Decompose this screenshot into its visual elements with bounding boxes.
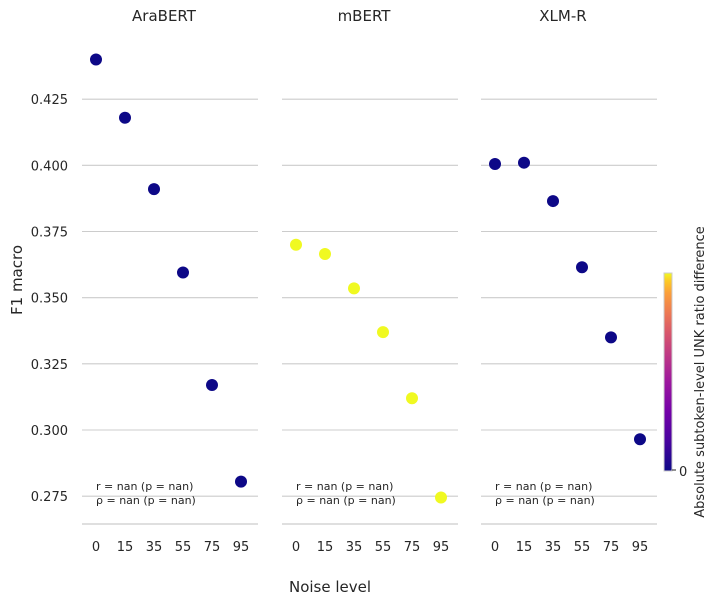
data-point (119, 111, 131, 124)
colorbar-gradient (663, 272, 673, 472)
y-tick-label: 0.300 (31, 424, 68, 439)
data-point (377, 326, 389, 339)
data-point (406, 392, 418, 405)
data-point (90, 53, 102, 66)
data-point (348, 282, 360, 295)
colorbar: 0 Absolute subtoken-level UNK ratio diff… (663, 226, 708, 518)
x-tick-label: 15 (317, 540, 334, 555)
panel-xlm-r: XLM-R 0 15 35 55 75 95 r = nan (p = nan)ρ = nan… (481, 7, 657, 555)
data-point (435, 491, 447, 504)
x-tick-label: 75 (603, 540, 620, 555)
data-point (518, 156, 530, 169)
y-axis: 0.275 0.300 0.325 0.350 0.375 0.400 0.425 (31, 93, 68, 505)
x-tick-label: 95 (632, 540, 649, 555)
x-tick-label: 35 (146, 540, 163, 555)
data-point (634, 433, 646, 446)
correlation-annotation: r = nan (p = nan) (296, 480, 393, 493)
data-point (235, 475, 247, 488)
data-point (605, 331, 617, 344)
x-tick-label: 95 (433, 540, 450, 555)
x-axis-label: Noise level (289, 578, 371, 596)
data-point (206, 379, 218, 392)
y-tick-label: 0.400 (31, 159, 68, 174)
x-tick-label: 0 (92, 540, 100, 555)
correlation-annotation: ρ = nan (p = nan) (296, 494, 396, 507)
y-axis-label: F1 macro (8, 245, 26, 315)
correlation-annotation: r = nan (p = nan) (495, 480, 592, 493)
x-tick-label: 0 (491, 540, 499, 555)
y-tick-label: 0.350 (31, 292, 68, 307)
x-tick-label: 0 (292, 540, 300, 555)
data-point (290, 238, 302, 251)
x-tick-label: 15 (117, 540, 134, 555)
x-tick-label: 75 (404, 540, 421, 555)
data-point (177, 266, 189, 279)
x-tick-label: 35 (545, 540, 562, 555)
panel-title: AraBERT (132, 7, 197, 25)
correlation-annotation: ρ = nan (p = nan) (96, 494, 196, 507)
y-tick-label: 0.375 (31, 226, 68, 241)
data-point (489, 158, 501, 171)
panel-arabert: AraBERT 0 15 35 55 75 95 r = nan (p = nan)ρ = n… (82, 7, 258, 555)
x-tick-label: 95 (233, 540, 250, 555)
correlation-annotation: ρ = nan (p = nan) (495, 494, 595, 507)
x-tick-label: 55 (175, 540, 192, 555)
x-tick-label: 55 (574, 540, 591, 555)
y-tick-label: 0.325 (31, 358, 68, 373)
panel-mbert: mBERT 0 15 35 55 75 95 r = nan (p = nan)ρ = nan… (282, 7, 458, 555)
y-tick-label: 0.425 (31, 93, 68, 108)
x-tick-label: 35 (346, 540, 363, 555)
data-point (148, 183, 160, 196)
x-tick-label: 55 (375, 540, 392, 555)
y-tick-label: 0.275 (31, 490, 68, 505)
x-tick-label: 15 (516, 540, 533, 555)
colorbar-tick-label: 0 (679, 465, 687, 480)
data-point (576, 261, 588, 274)
panel-title: XLM-R (539, 7, 586, 25)
panel-title: mBERT (338, 7, 392, 25)
data-point (547, 195, 559, 208)
colorbar-label: Absolute subtoken-level UNK ratio differ… (693, 226, 708, 518)
correlation-annotation: r = nan (p = nan) (96, 480, 193, 493)
data-point (319, 248, 331, 261)
x-tick-label: 75 (204, 540, 221, 555)
